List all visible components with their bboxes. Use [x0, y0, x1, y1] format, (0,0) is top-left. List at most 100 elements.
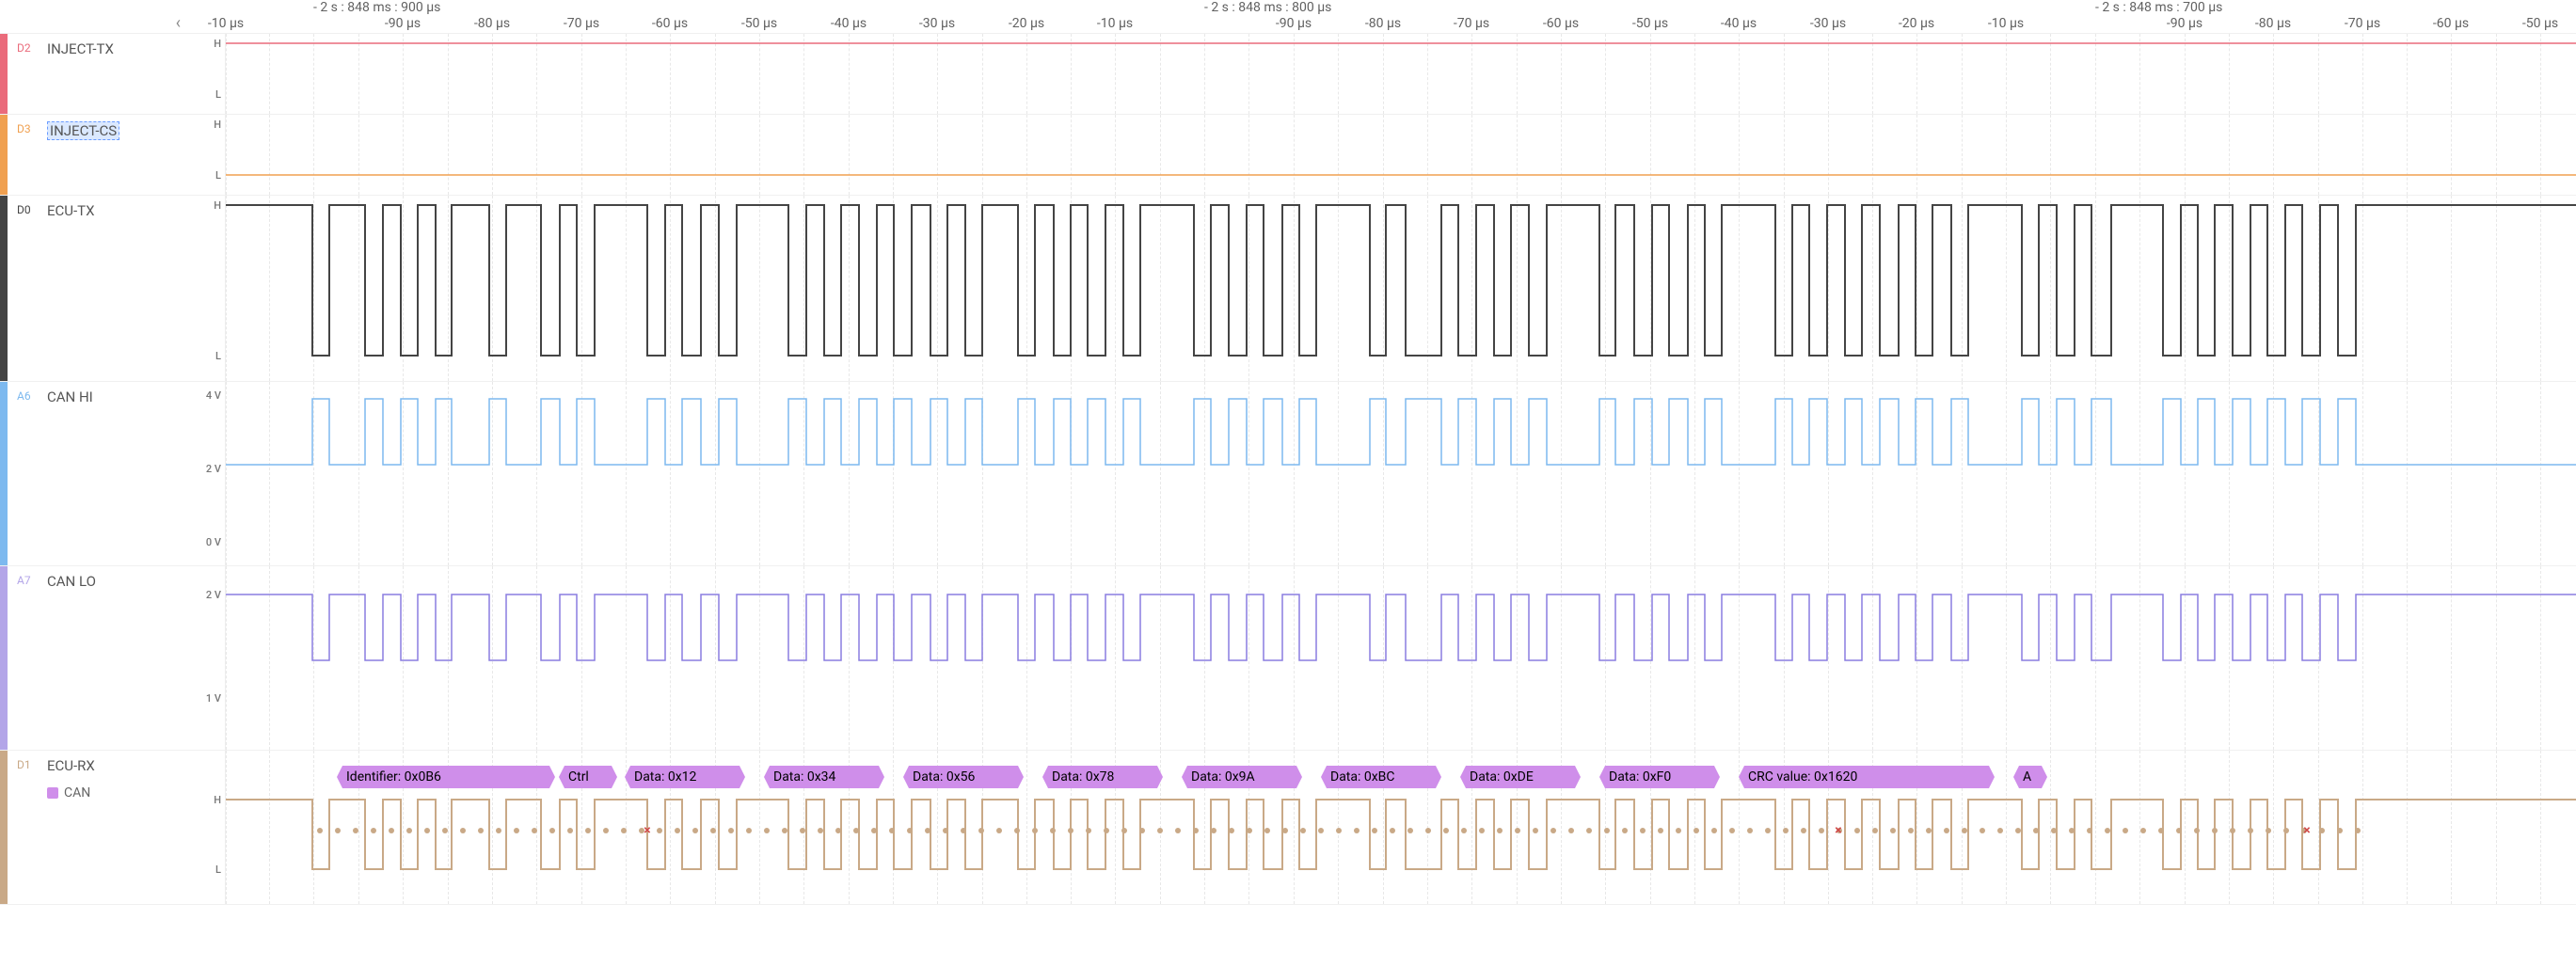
sample-dot — [2355, 828, 2361, 833]
channel-name[interactable]: INJECT-CS — [47, 121, 119, 140]
sample-dot — [1104, 828, 1109, 833]
sample-dot — [1139, 828, 1145, 833]
timeline-tick: -60 µs — [1543, 16, 1579, 31]
sample-dot — [585, 828, 591, 833]
channel-color-strip — [0, 751, 8, 904]
sample-dot — [782, 828, 787, 833]
timeline-tick: -90 µs — [1276, 16, 1312, 31]
channel-a7: A7CAN LO2 V1 V — [0, 566, 2576, 751]
sample-dot — [1783, 828, 1789, 833]
timeline-tick: -50 µs — [1632, 16, 1668, 31]
voltage-label: 2 V — [206, 463, 221, 475]
timeline-marker: - 2 s : 848 ms : 700 µs — [2095, 0, 2222, 15]
error-cross-icon: × — [644, 823, 650, 838]
sample-dot — [1211, 828, 1216, 833]
sample-dot — [1872, 828, 1878, 833]
channel-label-area[interactable]: A6CAN HI — [8, 382, 188, 565]
sample-dot — [2123, 828, 2128, 833]
sample-dot — [1086, 828, 1091, 833]
channel-plot[interactable] — [226, 382, 2576, 565]
decode-bubble[interactable]: A — [2013, 766, 2047, 788]
sample-dot — [728, 828, 734, 833]
channel-label-area[interactable]: D2INJECT-TX — [8, 34, 188, 114]
timeline-tick: -60 µs — [652, 16, 688, 31]
decode-bubble[interactable]: Data: 0x34 — [764, 766, 884, 788]
sample-dot — [710, 828, 716, 833]
channel-label-area[interactable]: A7CAN LO — [8, 566, 188, 750]
channel-plot[interactable] — [226, 196, 2576, 381]
timeline-tick: -20 µs — [1899, 16, 1934, 31]
sample-dot — [460, 828, 466, 833]
channel-d1: D1ECU-RXCANHLIdentifier: 0x0B6CtrlData: … — [0, 751, 2576, 905]
decode-bubble[interactable]: Data: 0x9A — [1182, 766, 1302, 788]
timeline-ticks[interactable]: - 2 s : 848 ms : 900 µs- 2 s : 848 ms : … — [226, 0, 2576, 33]
channel-plot[interactable]: Identifier: 0x0B6Ctrl Data: 0x12 Data: 0x3… — [226, 751, 2576, 904]
timeline-tick: -70 µs — [1454, 16, 1489, 31]
waveform-svg — [226, 196, 2576, 381]
decode-bubble[interactable]: Data: 0xDE — [1460, 766, 1581, 788]
sample-dot — [2015, 828, 2021, 833]
sample-dot — [1801, 828, 1806, 833]
waveform-svg — [226, 115, 2576, 195]
sample-dot — [1443, 828, 1449, 833]
waveform-path — [226, 205, 2576, 356]
channel-plot[interactable] — [226, 115, 2576, 195]
decode-bubble[interactable]: CRC value: 0x1620 — [1739, 766, 1995, 788]
channel-name[interactable]: INJECT-TX — [47, 40, 114, 57]
timeline-tick: -60 µs — [2433, 16, 2469, 31]
channel-label-area[interactable]: D1 ECU-RX CAN — [8, 751, 188, 904]
sample-dot — [1944, 828, 1949, 833]
channel-name[interactable]: ECU-RX — [47, 757, 95, 774]
decode-bubble[interactable]: Data: 0x56 — [903, 766, 1024, 788]
sample-dot — [1908, 828, 1914, 833]
level-high-label: H — [214, 199, 221, 212]
waveform-svg — [226, 566, 2576, 750]
channel-level-gutter: 2 V1 V — [188, 566, 226, 750]
sample-dot — [800, 828, 805, 833]
timeline-header: ‹ - 2 s : 848 ms : 900 µs- 2 s : 848 ms … — [0, 0, 2576, 34]
sample-dot — [2140, 828, 2146, 833]
header-label-gutter: ‹ — [0, 13, 188, 33]
sample-dot — [1586, 828, 1592, 833]
sample-dot — [1980, 828, 1985, 833]
sample-dot — [1854, 828, 1860, 833]
timeline-tick: -30 µs — [1810, 16, 1846, 31]
decode-bubble[interactable]: Data: 0x78 — [1042, 766, 1163, 788]
level-high-label: H — [214, 119, 221, 131]
channel-plot[interactable] — [226, 566, 2576, 750]
level-high-label: H — [214, 794, 221, 806]
sample-dot — [1550, 828, 1556, 833]
channel-plot[interactable] — [226, 34, 2576, 114]
sample-dot — [1229, 828, 1234, 833]
sample-dot — [406, 828, 412, 833]
sample-dot — [1014, 828, 1020, 833]
protocol-tag[interactable]: CAN — [47, 785, 95, 801]
channel-name[interactable]: ECU-TX — [47, 202, 95, 219]
sample-dot — [2337, 828, 2343, 833]
channel-name[interactable]: CAN HI — [47, 388, 93, 405]
waveform-svg — [226, 34, 2576, 114]
timeline-tick: -70 µs — [564, 16, 599, 31]
decode-bubble[interactable]: Ctrl — [559, 766, 617, 788]
sample-dot — [2283, 828, 2289, 833]
sample-dot — [1747, 828, 1753, 833]
sample-dot — [978, 828, 984, 833]
timeline-tick: -90 µs — [2167, 16, 2202, 31]
sample-dot — [1068, 828, 1073, 833]
channel-name[interactable]: CAN LO — [47, 573, 96, 590]
decode-bubble[interactable]: Data: 0x12 — [625, 766, 745, 788]
sample-dot — [1318, 828, 1324, 833]
sample-dot — [1890, 828, 1896, 833]
sample-dot — [818, 828, 823, 833]
timeline-tick: -50 µs — [2522, 16, 2558, 31]
decode-bubble[interactable]: Identifier: 0x0B6 — [337, 766, 555, 788]
channel-code: D1 — [17, 758, 38, 771]
sample-dot — [1640, 828, 1646, 833]
back-chevron-icon[interactable]: ‹ — [176, 13, 181, 33]
decode-bubble[interactable]: Data: 0xF0 — [1599, 766, 1720, 788]
channel-color-strip — [0, 34, 8, 114]
voltage-label: 1 V — [206, 692, 221, 705]
channel-label-area[interactable]: D0ECU-TX — [8, 196, 188, 381]
decode-bubble[interactable]: Data: 0xBC — [1321, 766, 1441, 788]
channel-label-area[interactable]: D3INJECT-CS — [8, 115, 188, 195]
